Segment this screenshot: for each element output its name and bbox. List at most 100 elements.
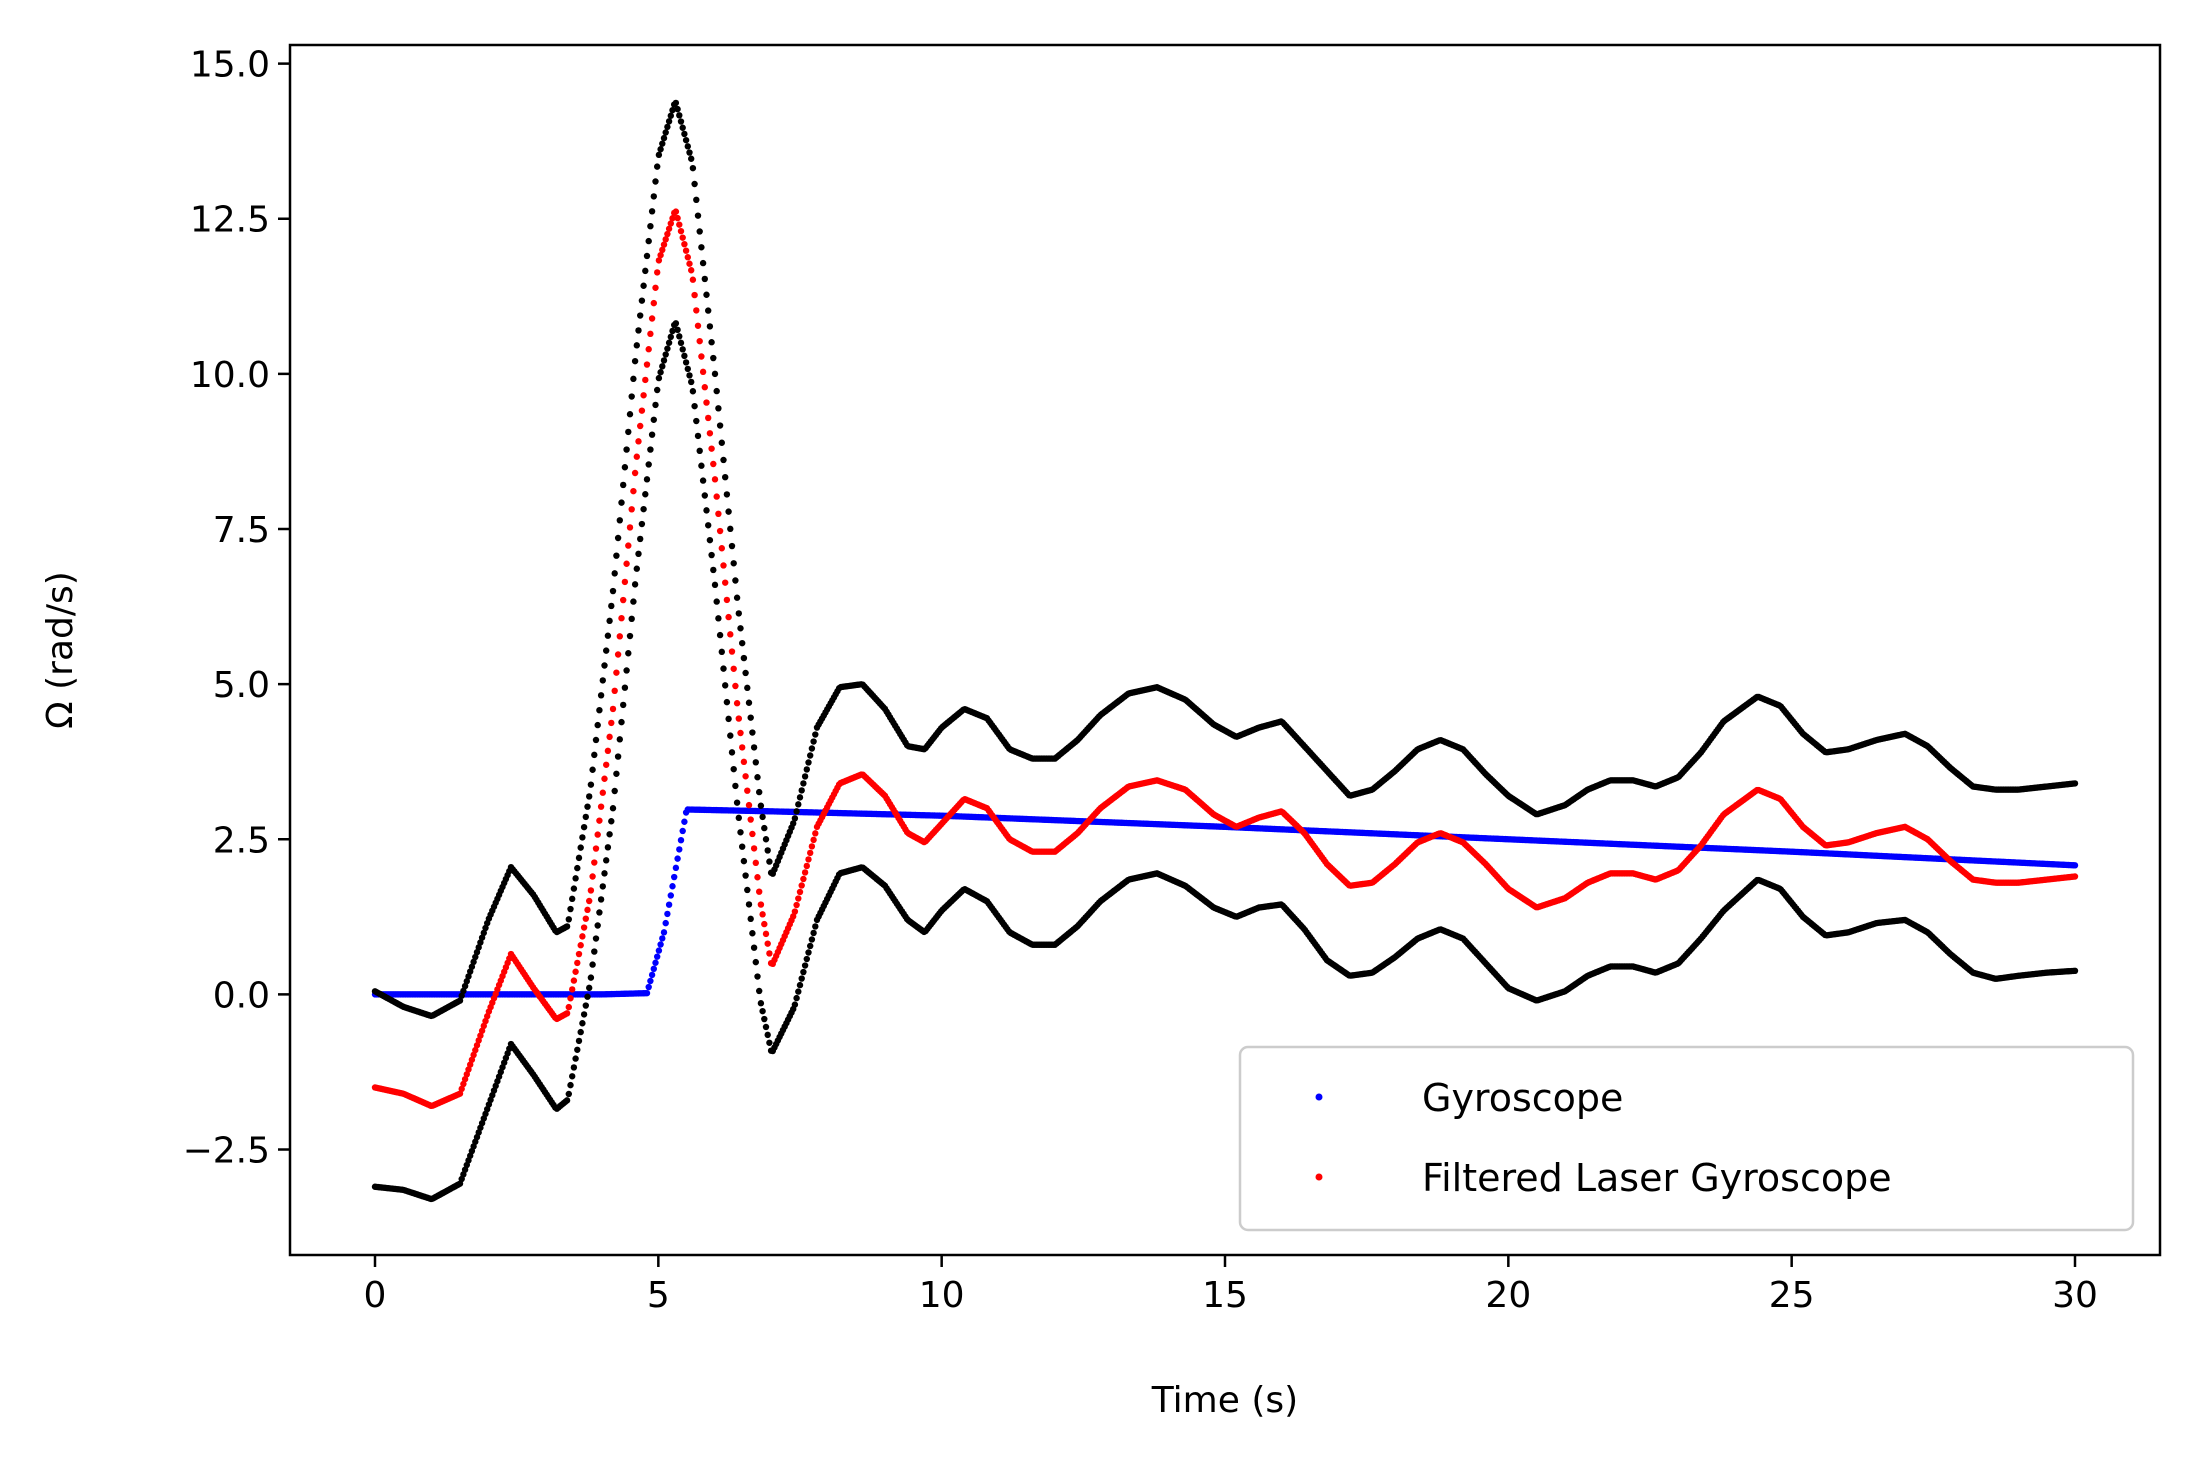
data-point: [737, 625, 744, 632]
data-point: [567, 905, 574, 913]
data-point: [657, 251, 664, 259]
data-point: [580, 924, 588, 931]
data-point: [739, 639, 746, 647]
data-point: [715, 405, 722, 412]
data-point: [718, 439, 725, 446]
data-point: [681, 240, 688, 248]
data-point: [756, 888, 763, 895]
data-point: [713, 493, 720, 500]
data-point: [732, 682, 739, 690]
data-point: [807, 752, 814, 759]
data-point: [745, 699, 753, 706]
data-point: [458, 992, 465, 999]
data-point: [795, 988, 802, 995]
data-point: [688, 155, 695, 162]
data-point: [722, 473, 729, 481]
data-point: [589, 766, 596, 773]
data-point: [742, 669, 749, 677]
data-point: [587, 781, 595, 788]
data-point: [638, 407, 646, 414]
data-point: [616, 633, 623, 640]
data-point: [716, 422, 724, 429]
data-point: [582, 1002, 589, 1009]
data-point: [757, 1000, 765, 1007]
data-point: [657, 941, 664, 948]
y-tick-label: 7.5: [213, 510, 270, 551]
data-point: [594, 831, 601, 838]
data-point: [611, 687, 618, 694]
data-point: [477, 939, 484, 946]
data-point: [626, 524, 634, 531]
data-point: [614, 534, 622, 542]
data-point: [669, 883, 676, 890]
data-point: [798, 975, 805, 982]
data-point: [475, 944, 482, 951]
data-point: [737, 729, 744, 737]
data-point: [803, 862, 810, 870]
data-point: [659, 935, 666, 942]
data-point: [601, 775, 608, 782]
data-point: [461, 982, 469, 990]
data-point: [635, 550, 642, 558]
data-point: [696, 337, 703, 345]
data-point: [611, 570, 618, 577]
data-point: [577, 942, 584, 949]
data-point: [665, 225, 673, 232]
data-point: [761, 824, 768, 832]
data-point: [672, 864, 680, 872]
data-point: [701, 275, 708, 283]
data-point: [665, 339, 673, 346]
data-point: [603, 857, 610, 864]
data-point: [699, 259, 707, 267]
data-point: [733, 700, 741, 707]
data-point: [664, 230, 671, 238]
data-point: [793, 808, 800, 815]
data-point: [655, 151, 663, 159]
data-point: [647, 330, 654, 338]
data-point: [676, 112, 683, 119]
data-point: [572, 875, 579, 882]
data-point: [591, 751, 598, 759]
data-point: [628, 393, 635, 400]
data-point: [713, 598, 720, 605]
data-point: [623, 446, 630, 453]
data-point: [791, 1001, 799, 1008]
data-point: [733, 594, 741, 601]
data-point: [637, 535, 644, 543]
data-point: [728, 648, 736, 655]
data-point: [630, 598, 637, 605]
data-point: [756, 788, 763, 796]
data-point: [2071, 967, 2079, 975]
data-point: [648, 431, 656, 438]
data-point: [623, 560, 630, 567]
data-point: [597, 896, 605, 903]
series-2: [371, 99, 2079, 1020]
data-point: [764, 1031, 771, 1039]
data-point: [650, 299, 657, 307]
data-point: [577, 844, 584, 851]
data-point: [674, 326, 681, 334]
data-point: [623, 667, 630, 674]
data-point: [812, 731, 819, 738]
data-point: [664, 345, 671, 352]
data-point: [567, 995, 574, 1002]
data-point: [574, 1046, 581, 1053]
data-point: [587, 887, 595, 894]
data-point: [693, 196, 700, 204]
data-point: [703, 507, 710, 514]
data-point: [766, 950, 773, 957]
data-point: [654, 386, 661, 394]
data-point: [808, 843, 816, 850]
data-point: [608, 818, 615, 825]
data-point: [597, 692, 605, 699]
data-point: [630, 375, 637, 383]
y-tick-label: 15.0: [190, 45, 270, 86]
data-point: [570, 977, 578, 984]
data-point: [681, 130, 688, 138]
data-point: [465, 1066, 472, 1073]
data-point: [684, 254, 691, 261]
data-point: [803, 766, 810, 773]
data-point: [652, 959, 659, 966]
data-point: [626, 632, 634, 640]
data-point: [662, 236, 669, 243]
